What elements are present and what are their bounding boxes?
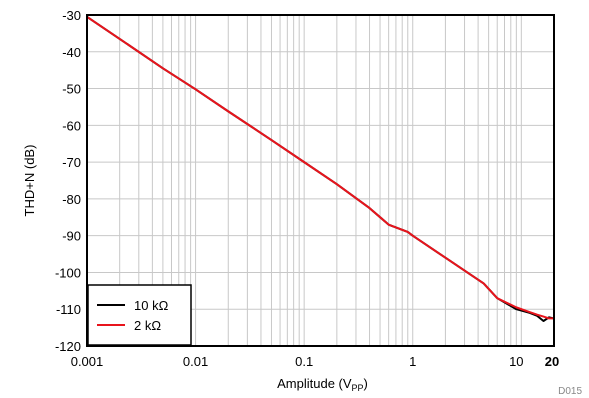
legend-label-2k: 2 kΩ <box>134 318 161 333</box>
y-tick-label: -70 <box>62 155 81 170</box>
x-axis-title-main: Amplitude (V <box>277 376 352 391</box>
x-axis-title-suffix: ) <box>364 376 368 391</box>
x-tick-label: 10 <box>509 354 523 369</box>
y-tick-label: -30 <box>62 8 81 23</box>
x-axis-title: Amplitude (VPP) <box>277 376 368 393</box>
x-tick-label: 20 <box>545 354 559 369</box>
y-tick-label: -60 <box>62 118 81 133</box>
series-lines <box>86 16 555 322</box>
x-tick-label: 1 <box>409 354 416 369</box>
figure-code: D015 <box>558 386 582 397</box>
y-tick-label: -40 <box>62 45 81 60</box>
series-line-10k <box>86 16 555 322</box>
x-tick-label: 0.001 <box>71 354 104 369</box>
y-tick-label: -120 <box>55 339 81 354</box>
y-tick-label: -80 <box>62 192 81 207</box>
y-tick-label: -50 <box>62 82 81 97</box>
legend-label-10k: 10 kΩ <box>134 298 169 313</box>
x-axis-title-subscript: PP <box>352 383 364 393</box>
y-tick-label: -100 <box>55 265 81 280</box>
y-tick-label: -90 <box>62 229 81 244</box>
x-tick-labels: 0.001 0.01 0.1 1 10 20 <box>71 354 560 369</box>
series-line-2k <box>86 16 554 320</box>
legend-box <box>87 284 192 346</box>
plot-frame <box>86 14 555 347</box>
y-tick-labels: -30 -40 -50 -60 -70 -80 -90 -100 -110 -120 <box>55 8 81 354</box>
x-tick-label: 0.01 <box>183 354 208 369</box>
legend: 10 kΩ 2 kΩ <box>87 284 192 346</box>
x-tick-label: 0.1 <box>295 354 313 369</box>
y-tick-label: -110 <box>56 302 81 317</box>
y-axis-title: THD+N (dB) <box>22 145 37 217</box>
